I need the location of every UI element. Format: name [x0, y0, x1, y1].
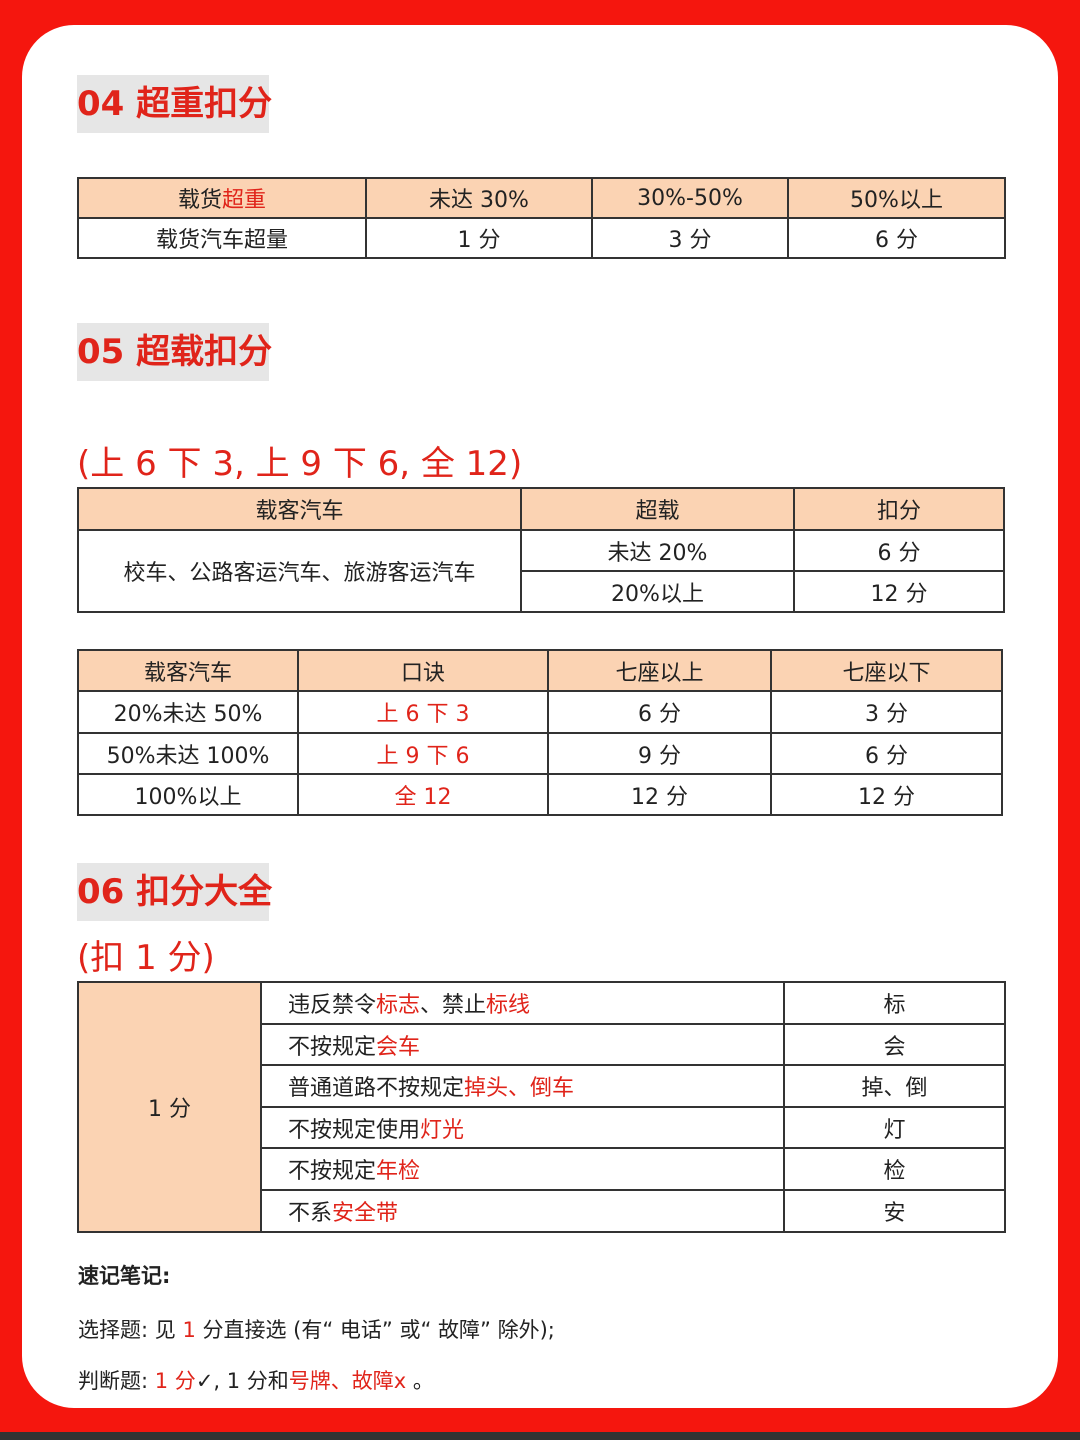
header-cell: 七座以上	[547, 649, 772, 692]
cell: 20%以上	[520, 570, 795, 613]
header-cell: 七座以下	[770, 649, 1003, 692]
key-cell: 灯	[783, 1106, 1006, 1149]
notes-line-judgement: 判断题: 1 分✓, 1 分和号牌、故障x 。	[78, 1365, 434, 1395]
text-segment: ✓, 1 分和	[195, 1369, 289, 1393]
violation-cell: 违反禁令标志、禁止标线	[260, 981, 785, 1025]
highlight-text: x	[393, 1369, 407, 1393]
overload-table: 载客汽车 超载 扣分 校车、公路客运汽车、旅游客运汽车 未达 20% 6 分 2…	[77, 487, 1005, 613]
notes-title: 速记笔记:	[78, 1264, 171, 1288]
cell: 1 分	[365, 217, 593, 259]
header-cell: 50%以上	[787, 177, 1006, 219]
cell: 3 分	[591, 217, 789, 259]
mnemonic-cell: 上 9 下 6	[297, 732, 549, 775]
highlight-text: 标志	[376, 993, 421, 1018]
text-segment: 载货	[177, 188, 222, 213]
violation-cell: 不按规定会车	[260, 1023, 785, 1066]
text-segment: 不按规定	[288, 1159, 377, 1184]
section-05-title: 05 超载扣分	[77, 323, 272, 381]
violation-cell: 不系安全带	[260, 1189, 785, 1233]
cell: 6 分	[787, 217, 1006, 259]
header-cell: 载货超重	[77, 177, 367, 219]
header-cell: 载客汽车	[77, 487, 522, 531]
cell: 50%未达 100%	[77, 732, 299, 775]
overweight-table: 载货超重 未达 30% 30%-50% 50%以上 载货汽车超量 1 分 3 分…	[77, 177, 1006, 259]
key-cell: 安	[783, 1189, 1006, 1233]
cell: 12 分	[770, 773, 1003, 816]
notes-line-choice: 选择题: 见 1 分直接选 (有“ 电话” 或“ 故障” 除外);	[78, 1314, 555, 1344]
cell: 6 分	[547, 690, 772, 734]
cell: 载货汽车超量	[77, 217, 367, 259]
highlight-text: 号牌、故障	[288, 1369, 394, 1393]
key-cell: 掉、倒	[783, 1064, 1006, 1108]
mnemonic-cell: 全 12	[297, 773, 549, 816]
section-06-title: 06 扣分大全	[77, 863, 272, 921]
text-segment: 分直接选 (有“ 电话” 或“ 故障” 除外);	[195, 1318, 555, 1342]
highlight-text: 1	[182, 1318, 196, 1342]
header-cell: 30%-50%	[591, 177, 789, 219]
text-segment: 。	[406, 1369, 434, 1393]
cell: 未达 20%	[520, 529, 795, 572]
vehicle-cell: 校车、公路客运汽车、旅游客运汽车	[77, 529, 522, 613]
highlight-text: 会车	[376, 1034, 421, 1060]
text-segment: 判断题:	[78, 1369, 155, 1393]
mnemonic-cell: 上 6 下 3	[297, 690, 549, 734]
violation-cell: 普通道路不按规定掉头、倒车	[260, 1064, 785, 1108]
section-04-title: 04 超重扣分	[77, 75, 272, 133]
header-cell: 口诀	[297, 649, 549, 692]
cell: 6 分	[770, 732, 1003, 775]
header-cell: 载客汽车	[77, 649, 299, 692]
one-point-table: 1 分 违反禁令标志、禁止标线 标 不按规定会车 会 普通道路不按规定掉头、倒车…	[77, 981, 1006, 1233]
violation-cell: 不按规定年检	[260, 1147, 785, 1191]
seat-overload-table: 载客汽车 口诀 七座以上 七座以下 20%未达 50% 上 6 下 3 6 分 …	[77, 649, 1003, 816]
highlight-text: 安全带	[332, 1201, 399, 1226]
header-cell: 扣分	[793, 487, 1005, 531]
section-06-subtitle: (扣 1 分)	[77, 938, 215, 978]
highlight-text: 掉头、倒车	[464, 1076, 575, 1101]
text-segment: 不按规定使用	[288, 1117, 421, 1143]
cell: 6 分	[793, 529, 1005, 572]
cell: 12 分	[547, 773, 772, 816]
section-05-subtitle: (上 6 下 3, 上 9 下 6, 全 12)	[77, 444, 523, 484]
text-segment: 50%以上	[850, 188, 943, 213]
text-segment: 、禁止	[420, 993, 487, 1018]
key-cell: 标	[783, 981, 1006, 1025]
cell: 20%未达 50%	[77, 690, 299, 734]
header-cell: 超载	[520, 487, 795, 531]
highlight-text: 年检	[376, 1159, 421, 1184]
key-cell: 检	[783, 1147, 1006, 1191]
highlight-text: 标线	[486, 993, 531, 1018]
text-segment: 不系	[288, 1201, 333, 1226]
text-segment: 不按规定	[288, 1034, 377, 1060]
highlight-text: 超重	[222, 188, 267, 213]
cell: 12 分	[793, 570, 1005, 613]
highlight-text: 灯光	[420, 1117, 465, 1143]
text-segment: 选择题: 见	[78, 1318, 183, 1342]
cell: 3 分	[770, 690, 1003, 734]
cell: 9 分	[547, 732, 772, 775]
text-segment: 普通道路不按规定	[288, 1076, 465, 1101]
text-segment: 违反禁令	[288, 993, 377, 1018]
highlight-text: 1 分	[154, 1369, 196, 1393]
bottom-bar	[0, 1432, 1080, 1440]
text-segment: 30%-50%	[637, 185, 743, 211]
violation-cell: 不按规定使用灯光	[260, 1106, 785, 1149]
points-cell: 1 分	[77, 981, 262, 1233]
header-cell: 未达 30%	[365, 177, 593, 219]
key-cell: 会	[783, 1023, 1006, 1066]
cell: 100%以上	[77, 773, 299, 816]
text-segment: 未达 30%	[429, 188, 529, 213]
